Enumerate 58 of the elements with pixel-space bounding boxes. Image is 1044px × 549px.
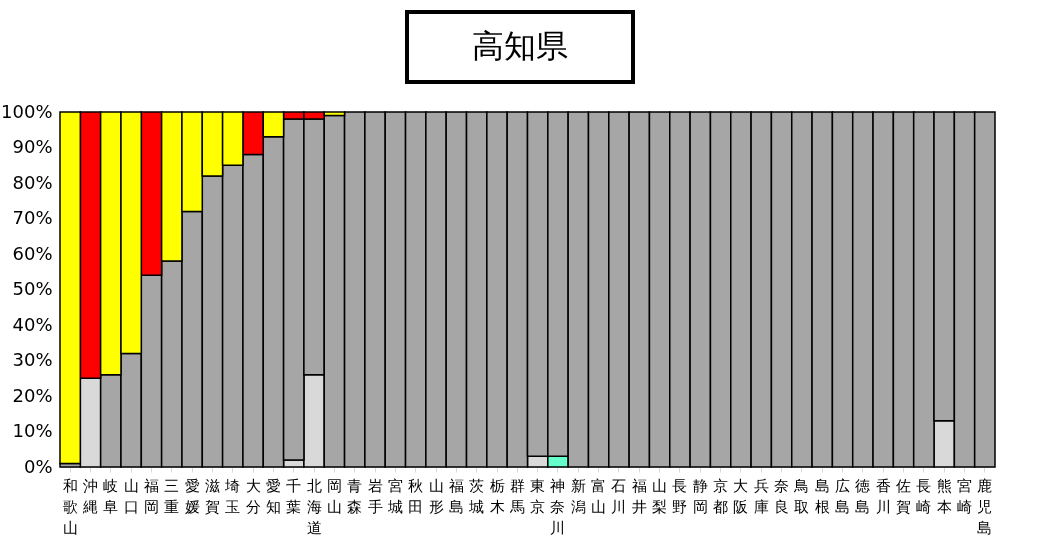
y-tick-label: 90% [12,136,53,157]
x-tick-label: 岐阜 [103,476,119,516]
x-tick-label: 京都 [713,476,729,516]
x-tick-label: 長野 [672,476,688,516]
y-tick-label: 70% [12,207,53,228]
x-tick-label: 長崎 [916,476,932,516]
y-tick-label: 100% [1,100,53,122]
x-tick-label: 富山 [591,476,607,516]
x-tick-label: 岡山 [326,476,342,516]
x-tick-label: 静岡 [692,476,708,516]
x-tick-label: 山形 [428,476,444,516]
x-tick-label: 滋賀 [204,476,220,516]
x-tick-label: 秋田 [408,476,424,516]
y-tick-label: 10% [12,420,53,441]
x-tick-label: 山梨 [652,476,668,516]
x-tick-label: 和歌山 [62,476,78,537]
x-tick-label: 北海道 [306,476,322,537]
x-tick-label: 熊本 [936,476,952,516]
y-tick-label: 60% [12,242,53,264]
y-tick-label: 0% [23,455,53,477]
x-tick-label: 石川 [611,476,627,516]
x-tick-label: 島根 [814,476,830,516]
y-tick-label: 40% [12,313,53,335]
x-tick-label: 愛知 [265,476,281,516]
x-tick-label: 宮城 [386,476,403,516]
x-tick-label: 福井 [631,476,647,516]
x-tick-label: 新潟 [570,476,586,516]
x-tick-label: 埼玉 [224,476,241,516]
x-tick-label: 青森 [347,476,363,516]
y-tick-label: 50% [12,278,53,299]
x-tick-label: 奈良 [774,476,790,516]
x-tick-label: 山口 [123,476,139,516]
x-tick-label: 鹿児島 [977,476,993,537]
x-tick-label: 鳥取 [793,476,810,516]
x-tick-label: 栃木 [489,476,505,516]
x-tick-label: 茨城 [468,476,485,516]
x-tick-label: 岩手 [367,476,383,516]
x-tick-label: 兵庫 [753,476,769,516]
x-tick-label: 沖縄 [81,476,98,516]
x-tick-label: 広島 [835,476,851,516]
x-tick-label: 神奈川 [550,476,566,537]
x-tick-label: 佐賀 [896,476,912,516]
chart-title: 高知県 [405,10,635,84]
y-tick-label: 80% [12,171,53,193]
y-tick-label: 20% [12,384,53,406]
x-tick-label: 福岡 [143,476,159,516]
y-tick-label: 30% [12,349,53,370]
x-tick-label: 徳島 [855,476,871,516]
x-tick-label: 群馬 [508,476,525,516]
x-tick-label: 大分 [245,476,261,516]
x-tick-label: 宮崎 [957,476,973,516]
x-tick-label: 大阪 [733,476,749,516]
x-tick-label: 愛媛 [184,476,200,516]
x-tick-label: 千葉 [286,476,302,516]
x-tick-label: 香川 [875,476,891,516]
x-tick-label: 福島 [448,476,464,516]
x-tick-label: 東京 [530,476,546,516]
x-tick-label: 三重 [164,476,180,516]
